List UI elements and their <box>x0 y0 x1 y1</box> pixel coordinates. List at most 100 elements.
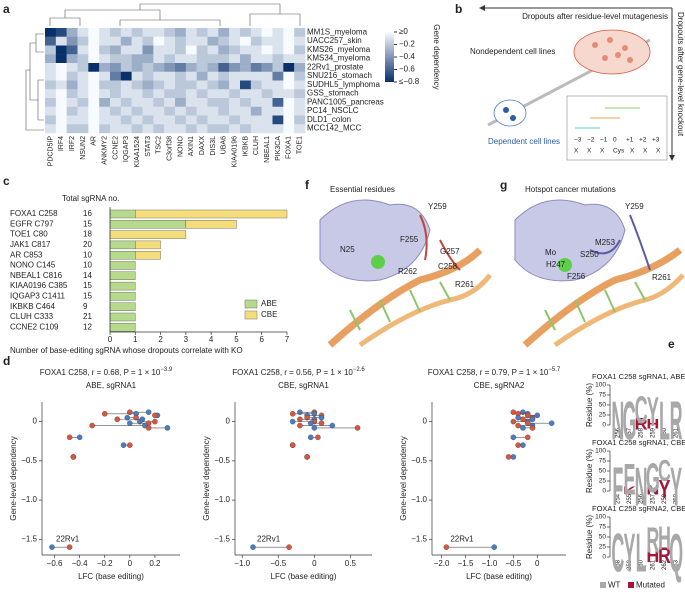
heatmap-cell <box>218 28 230 37</box>
y-axis-label: Gene-level dependency <box>399 436 408 521</box>
point-base-editing <box>515 442 521 448</box>
x-tick-label: 0 <box>535 559 540 568</box>
y-axis-label: Residue (%) <box>585 515 594 559</box>
heatmap-cell <box>175 106 187 116</box>
logo-letter: N <box>611 390 624 452</box>
heatmap-cell <box>229 98 241 107</box>
heatmap-cell <box>294 63 306 72</box>
row-label: UACC257_skin <box>307 36 362 45</box>
heatmap-cell <box>55 89 67 99</box>
position: −1 <box>600 137 608 144</box>
legend-swatch <box>244 299 258 309</box>
heatmap-cell <box>99 124 111 134</box>
heatmap-cell <box>142 89 154 99</box>
position-label: 257 <box>627 427 633 438</box>
heatmap-cell <box>88 89 100 99</box>
heatmap-cell <box>283 54 295 64</box>
heatmap-cell <box>294 80 306 90</box>
position-label: 259 <box>650 427 656 438</box>
category-label: NBEAL1 C816 <box>10 271 63 280</box>
heatmap-cell <box>164 54 176 64</box>
heatmap-cell <box>240 36 252 46</box>
x-tick-label: 2 <box>158 335 163 344</box>
residue: X <box>600 148 605 155</box>
total-label: 18 <box>83 230 92 239</box>
heatmap-cell <box>88 36 100 46</box>
x-tick-label: −1.0 <box>482 559 498 568</box>
heatmap-cell <box>283 80 295 90</box>
point-base-editing <box>297 422 303 429</box>
heatmap-cell <box>153 89 165 99</box>
heatmap-cell <box>261 89 273 99</box>
point-base-editing <box>315 434 321 441</box>
colorbar-label: −0.6 <box>399 65 415 74</box>
position-label: 261 <box>650 559 656 570</box>
column-label: IKBKB <box>242 136 249 157</box>
column-label: DAXX <box>199 136 206 155</box>
plot-title: FOXA1 C258, r = 0.79, P = 1 × 10−5.7 <box>428 367 561 378</box>
bar <box>109 271 136 280</box>
heatmap-cell <box>88 124 100 134</box>
heatmap-cell <box>55 124 67 134</box>
heatmap-cell <box>88 80 100 90</box>
y-tick-label: −0.5 <box>411 456 427 465</box>
point-base-editing <box>505 454 512 460</box>
heatmap-cell <box>272 71 284 81</box>
point-base-editing <box>354 425 361 431</box>
axis-text: Dropouts after residue-level mutagenesis <box>522 12 668 21</box>
logo-title: FOXA1 C258 sgRNA1, CBE <box>592 438 685 447</box>
heatmap-cell <box>164 63 176 72</box>
residue-label: R262 <box>398 267 418 276</box>
legend-label: ABE <box>261 299 277 308</box>
logo-letter: C <box>611 522 624 584</box>
column-label: TOE1 <box>296 136 303 154</box>
heatmap-cell <box>175 115 187 125</box>
position-label: 257 <box>650 493 656 504</box>
colorbar-label: −0.4 <box>399 52 415 61</box>
heatmap-cell <box>218 45 230 55</box>
heatmap-cell <box>45 89 57 99</box>
panel-label: e <box>668 337 675 351</box>
heatmap-cell <box>229 36 241 46</box>
heatmap-cell <box>185 106 197 116</box>
column-label: AR <box>91 136 98 146</box>
row-label: KMS34_myeloma <box>307 54 371 63</box>
point-knockout <box>548 420 555 426</box>
heatmap-cell <box>55 106 67 116</box>
heatmap-cell <box>229 106 241 116</box>
x-tick-label: 0 <box>108 335 113 344</box>
x-tick-label: −1.5 <box>458 559 474 568</box>
plot-title-exponent: −3.9 <box>160 367 173 373</box>
heatmap-cell <box>175 63 187 72</box>
residue-label: M253 <box>595 238 616 247</box>
point-knockout <box>311 425 318 431</box>
heatmap-cell <box>164 28 176 37</box>
point-base-editing <box>152 418 158 425</box>
heatmap-cell <box>229 80 241 90</box>
heatmap-cell <box>229 28 241 37</box>
heatmap-cell <box>110 71 122 81</box>
heatmap-cell <box>66 124 78 134</box>
heatmap-cell <box>88 54 100 64</box>
heatmap-cell <box>66 63 78 72</box>
heatmap-cell <box>207 89 219 99</box>
heatmap-cell <box>131 63 143 72</box>
total-title: Total sgRNA no. <box>62 194 119 203</box>
heatmap-cell <box>207 54 219 64</box>
heatmap-cell <box>142 54 154 64</box>
heatmap-cell <box>294 54 306 64</box>
bar <box>109 250 136 260</box>
point-base-editing <box>66 434 73 441</box>
heatmap-cell <box>153 115 165 125</box>
residue-label: Y259 <box>428 202 447 211</box>
heatmap-cell <box>207 71 219 81</box>
heatmap-cell <box>88 63 100 72</box>
heatmap-cell <box>66 115 78 125</box>
y-tick-label: 0 <box>602 554 606 561</box>
logo-letter: H <box>658 520 671 557</box>
panel-label: d <box>3 354 10 368</box>
column-label: FOXA1 <box>286 136 293 159</box>
row-label: SUDHL5_lymphoma <box>307 80 380 89</box>
heatmap-cell <box>175 124 187 134</box>
x-tick-label: 7 <box>285 335 290 344</box>
